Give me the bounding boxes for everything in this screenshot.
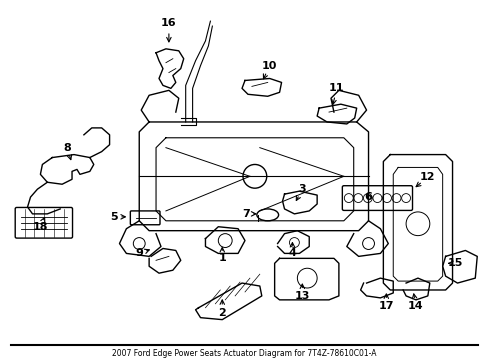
Text: 2007 Ford Edge Power Seats Actuator Diagram for 7T4Z-78610C01-A: 2007 Ford Edge Power Seats Actuator Diag… [112, 349, 375, 358]
Text: 13: 13 [294, 291, 309, 301]
Text: 11: 11 [328, 84, 344, 93]
Text: 15: 15 [447, 258, 462, 268]
Text: 8: 8 [63, 143, 71, 153]
Text: 1: 1 [218, 253, 225, 264]
Text: 6: 6 [364, 192, 372, 202]
Text: 2: 2 [218, 308, 225, 318]
Text: 16: 16 [161, 18, 176, 28]
Text: 17: 17 [378, 301, 393, 311]
Text: 7: 7 [242, 209, 249, 219]
Text: 14: 14 [407, 301, 423, 311]
Text: 9: 9 [135, 248, 143, 258]
Text: 5: 5 [109, 212, 117, 222]
Text: 10: 10 [262, 60, 277, 71]
Text: 4: 4 [288, 248, 296, 258]
Text: 3: 3 [298, 184, 305, 194]
Text: 12: 12 [419, 172, 435, 182]
Text: 18: 18 [33, 222, 48, 232]
